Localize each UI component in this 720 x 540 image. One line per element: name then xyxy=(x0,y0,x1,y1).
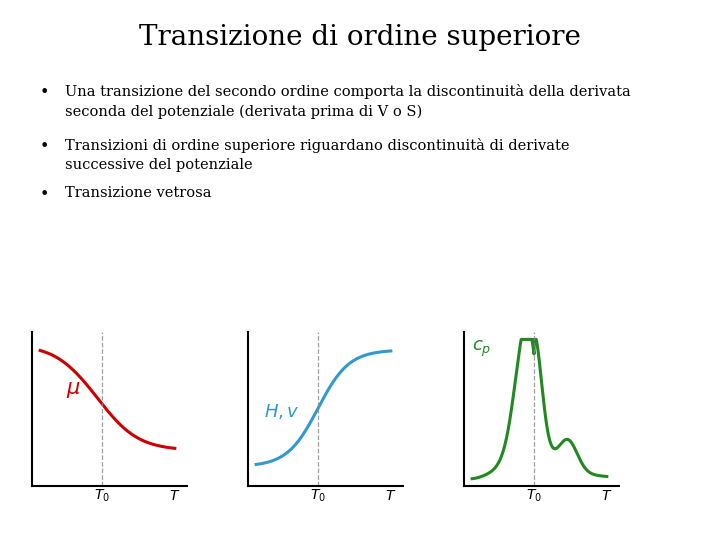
Text: Transizioni di ordine superiore riguardano discontinuità di derivate: Transizioni di ordine superiore riguarda… xyxy=(65,138,570,153)
Text: $T$: $T$ xyxy=(385,489,397,503)
Text: $H,v$: $H,v$ xyxy=(264,402,300,421)
Text: Transizione vetrosa: Transizione vetrosa xyxy=(65,186,211,200)
Text: Una transizione del secondo ordine comporta la discontinuità della derivata: Una transizione del secondo ordine compo… xyxy=(65,84,631,99)
Text: $T_0$: $T_0$ xyxy=(526,488,542,504)
Text: $T_0$: $T_0$ xyxy=(310,488,326,504)
Text: $c_p$: $c_p$ xyxy=(472,339,492,359)
Text: $T$: $T$ xyxy=(169,489,181,503)
Text: successive del potenziale: successive del potenziale xyxy=(65,158,253,172)
Text: •: • xyxy=(40,84,49,100)
Text: $T$: $T$ xyxy=(601,489,613,503)
Text: $T_0$: $T_0$ xyxy=(94,488,110,504)
Text: $\mu$: $\mu$ xyxy=(66,380,81,400)
Text: •: • xyxy=(40,186,49,203)
Text: •: • xyxy=(40,138,49,154)
Text: seconda del potenziale (derivata prima di V o S): seconda del potenziale (derivata prima d… xyxy=(65,104,422,119)
Text: Transizione di ordine superiore: Transizione di ordine superiore xyxy=(139,24,581,51)
